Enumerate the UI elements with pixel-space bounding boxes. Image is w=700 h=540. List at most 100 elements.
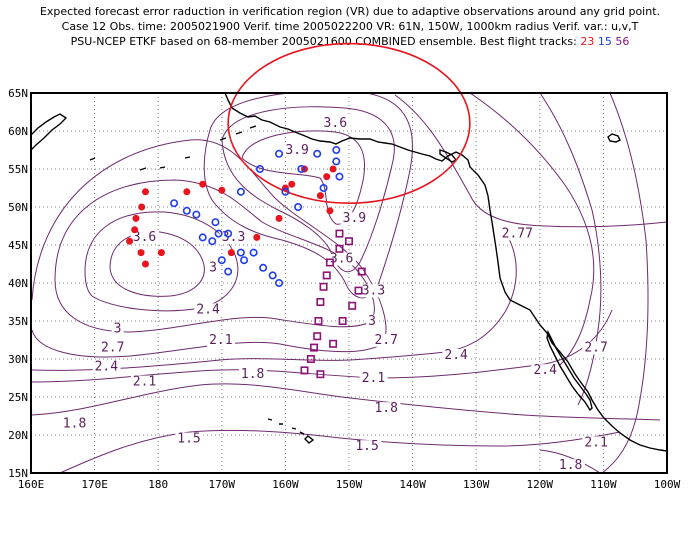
track-15-point [332,146,341,155]
contour-label: 2.1 [133,375,156,390]
track-23-point [141,188,149,196]
contour-label: 3.6 [133,230,156,245]
coastlines [31,93,667,452]
contour-label-bg [531,364,560,378]
track-15-point [211,218,220,227]
flight-track-23 [126,165,337,268]
track-23-point [275,214,283,222]
contour-label: 1.5 [355,439,378,454]
hudson-arctic-isle [607,133,621,143]
lon-tick-label: 180 [148,478,168,491]
track-23-point [137,249,145,257]
contour-label: 3.6 [324,116,347,131]
lon-tick-label: 140W [399,478,426,491]
track-15-point [275,149,284,158]
lon-tick-label: 170E [81,478,108,491]
contour-label-bg [340,212,369,226]
lon-tick-label: 100W [654,478,681,491]
contour-label-bg [556,459,585,473]
contour-label-bg [283,143,312,157]
map-frame [30,92,668,474]
track-15-point [182,206,191,215]
contour-label: 1.8 [63,416,86,431]
contour-label: 1.8 [374,401,397,416]
track-23-point [326,207,334,215]
track-56-point [313,332,322,341]
title-line-2: Case 12 Obs. time: 2005021900 Verif. tim… [61,20,639,33]
contour-label-bg [372,402,401,416]
contour-east-1-8 [539,449,601,473]
baja-peninsula [546,329,593,412]
lat-tick-label: 55N [8,163,28,176]
contour-label: 2.7 [374,333,397,348]
track-56-point [316,370,325,379]
contour-label-bg [582,436,611,450]
track-56-point [325,258,334,267]
aleutian-west [89,156,191,171]
track-23-label: 23 [580,35,595,48]
track-56-point [348,301,357,310]
contour-label-bg [366,314,379,328]
track-23-point [183,188,191,196]
track-23-point [199,180,207,188]
track-56-point [319,282,328,291]
lat-tick-label: 40N [8,277,28,290]
track-23-point [329,165,337,173]
lat-tick-label: 50N [8,201,28,214]
track-23-point [126,237,134,245]
contour-label-bg [238,368,267,381]
contour-label-bg [60,417,89,431]
track-15-point [214,229,223,238]
lon-tick-label: 160W [272,478,299,491]
contour-label-bg [442,349,471,362]
contour-label: 3.9 [343,211,366,226]
contour-label: 2.1 [584,435,607,450]
track-23-point [323,173,331,181]
track-56-point [338,316,347,325]
lon-tick-label: 120W [527,478,554,491]
contour-east-2-1 [601,93,649,473]
flight-track-56 [300,229,366,379]
track-15-point [192,210,201,219]
track-23-point [141,260,149,268]
hawaii-islands [267,418,315,444]
contour-label: 2.4 [444,348,468,363]
contour-east-2-4 [539,93,602,406]
contour-label: 1.8 [241,367,264,382]
track-15-label: 15 [597,35,612,48]
kamchatka-coast [31,113,68,151]
track-23-point [132,214,140,222]
lat-tick-label: 65N [8,87,28,100]
track-15-point [259,263,268,272]
contour-label: 1.8 [559,458,582,473]
latitude-tick-labels: 65N 60N 55N 50N 45N 40N 35N 30N 25N 20N 15N [8,87,28,480]
track-15-point [294,203,303,212]
track-23-point [288,180,296,188]
track-15-point [319,184,328,193]
title-line-3: PSU-NCEP ETKF based on 68-member 2005021… [0,34,700,49]
title-line-1: Expected forecast error raduction in ver… [39,5,661,18]
track-23-point [227,249,235,257]
contour-label: 3.3 [362,283,385,298]
contour-label: 2.7 [101,340,124,355]
contour-label-bg [359,284,388,298]
alaska-coast [224,93,667,452]
verification-region-circle [227,42,471,205]
lat-tick-label: 20N [8,429,28,442]
track-56-point [322,271,331,280]
contour-1-8 [31,383,661,421]
track-15-point [275,278,284,287]
contour-label-bg [130,375,159,389]
track-15-point [335,172,344,181]
track-15-point [281,187,290,196]
contour-label-bg [111,322,124,336]
contour-label: 2.1 [209,333,232,348]
track-15-point [313,149,322,158]
contour-label: 2.77 [502,226,533,241]
track-23-point [253,233,261,241]
track-15-point [240,256,249,265]
track-56-point [300,366,309,375]
lat-tick-label: 35N [8,315,28,328]
track-15-point [297,165,306,174]
lon-tick-label: 160E [18,478,45,491]
